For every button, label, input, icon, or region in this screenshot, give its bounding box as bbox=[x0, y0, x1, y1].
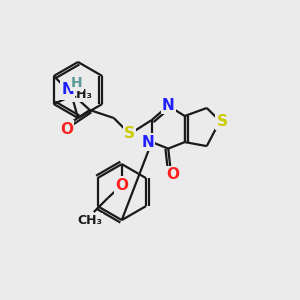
Text: CH₃: CH₃ bbox=[61, 85, 85, 98]
Text: N: N bbox=[61, 82, 74, 98]
Text: O: O bbox=[60, 122, 73, 136]
Text: N: N bbox=[141, 135, 154, 150]
Text: N: N bbox=[162, 98, 175, 113]
Text: CH₃: CH₃ bbox=[67, 88, 92, 100]
Text: S: S bbox=[124, 127, 135, 142]
Text: O: O bbox=[115, 178, 128, 193]
Text: S: S bbox=[217, 113, 227, 128]
Text: H: H bbox=[71, 76, 82, 90]
Text: O: O bbox=[166, 167, 179, 182]
Text: CH₃: CH₃ bbox=[77, 214, 102, 226]
